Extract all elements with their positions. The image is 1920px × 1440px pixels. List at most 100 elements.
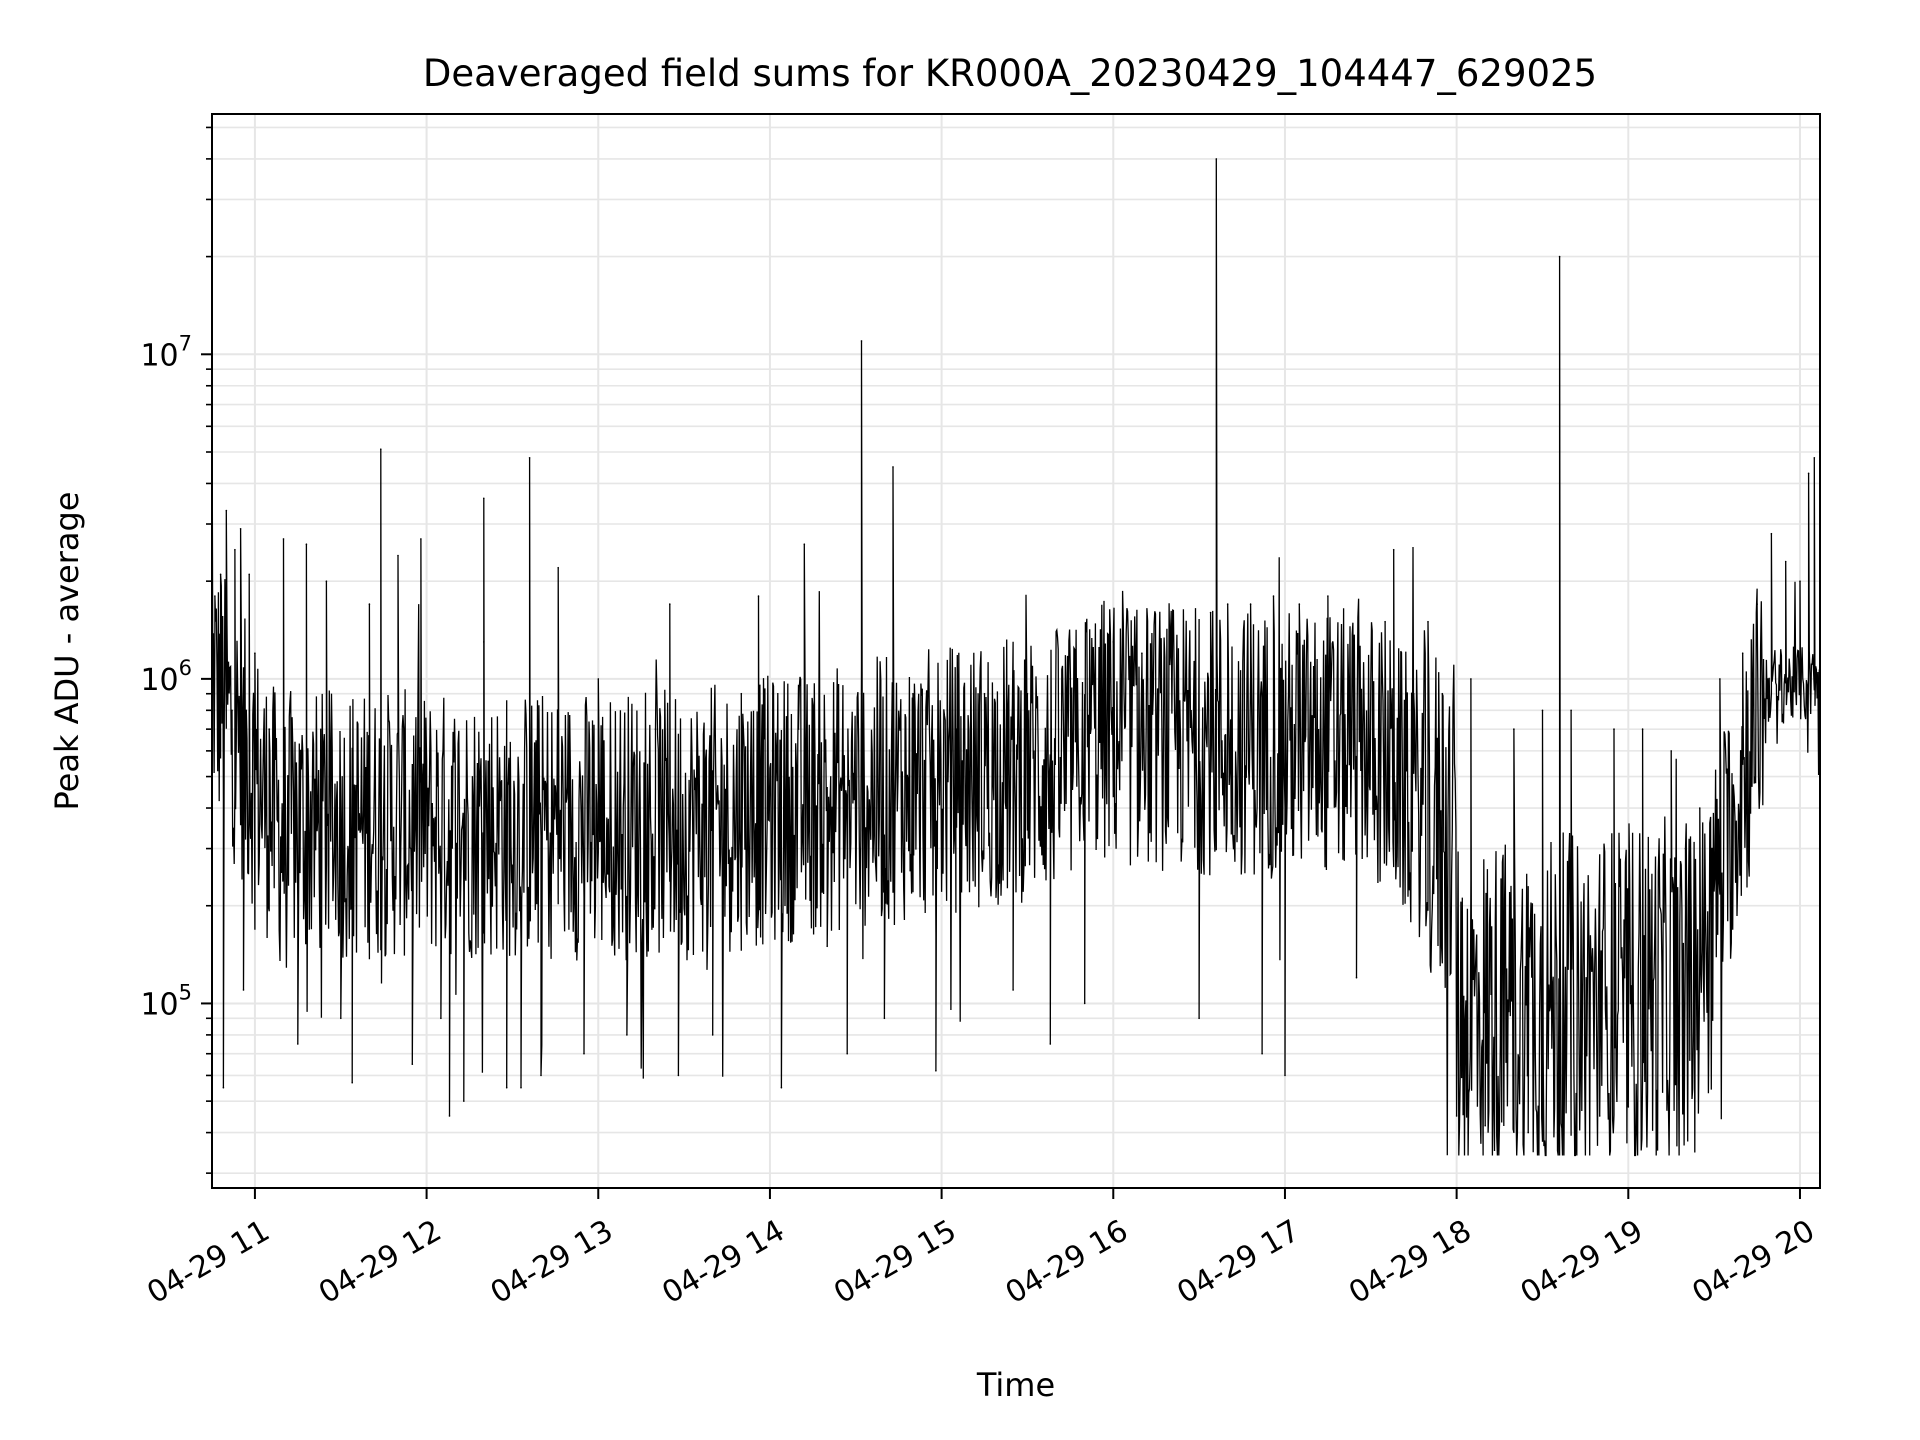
data-point (1541, 709, 1544, 712)
data-point (1770, 532, 1773, 535)
x-tick-label: 04-29 17 (1171, 1213, 1305, 1311)
data-point (540, 1074, 542, 1077)
data-point (1012, 989, 1014, 991)
data-point (411, 1063, 414, 1065)
data-point (1112, 641, 1115, 643)
data-point (351, 1081, 354, 1084)
data-point (1570, 709, 1572, 712)
data-point (448, 1115, 451, 1117)
data-point (1807, 472, 1810, 475)
data-point (239, 528, 242, 530)
x-tick-label: 04-29 11 (141, 1213, 275, 1311)
data-point (1684, 847, 1687, 850)
data-point (234, 548, 236, 551)
data-point (222, 1086, 225, 1089)
data-point (1427, 620, 1429, 623)
data-point (669, 603, 671, 605)
data-point (268, 728, 271, 730)
data-point (826, 945, 828, 948)
data-point (1527, 1131, 1529, 1134)
x-tick-label: 04-29 18 (1343, 1213, 1477, 1311)
data-point (711, 1034, 714, 1036)
data-point (557, 566, 559, 569)
y-tick-label: 106 (140, 656, 192, 698)
data-point (677, 1074, 680, 1077)
x-tick-label: 04-29 16 (1000, 1213, 1134, 1311)
y-axis-label: Peak ADU - average (48, 492, 86, 811)
data-point (1226, 603, 1229, 605)
y-tick-label: 105 (140, 980, 192, 1022)
x-tick-label: 04-29 14 (656, 1213, 790, 1311)
data-point (1641, 728, 1644, 730)
data-point (1613, 728, 1615, 730)
data-point (282, 538, 285, 540)
data-point (505, 1086, 508, 1089)
data-point (1656, 1100, 1658, 1102)
data-point (935, 1070, 937, 1072)
data-point (1741, 652, 1744, 654)
data-point (1215, 158, 1218, 160)
data-point (846, 1052, 848, 1055)
data-point (1470, 678, 1472, 680)
data-point (1261, 1052, 1263, 1055)
data-point (325, 580, 328, 582)
data-point (654, 728, 657, 730)
y-tick-label: 107 (140, 331, 192, 373)
data-point (1412, 692, 1415, 695)
x-axis: 04-29 11 04-29 12 04-29 13 04-29 14 04-29 15… (141, 1188, 1821, 1311)
data-point (1784, 560, 1787, 563)
data-point (1813, 457, 1816, 459)
series-layer (212, 158, 1820, 1157)
x-tick-label: 04-29 19 (1515, 1213, 1649, 1311)
data-point (1169, 630, 1172, 633)
data-point (248, 573, 250, 576)
data-point (305, 543, 308, 545)
data-point (803, 543, 806, 545)
data-point (1083, 1002, 1086, 1005)
data-point (1670, 750, 1672, 752)
chart-title: Deaveraged field sums for KR000A_2023042… (423, 52, 1597, 95)
x-tick-label: 04-29 15 (828, 1213, 962, 1311)
data-point (1799, 580, 1801, 582)
data-point (254, 652, 256, 654)
data-point (1298, 603, 1301, 605)
data-point (340, 1017, 342, 1020)
plot-frame (211, 113, 1821, 1189)
data-point (1392, 548, 1395, 551)
data-point (1627, 1106, 1630, 1108)
data-point (214, 595, 216, 597)
data-point (1756, 603, 1758, 605)
data-point (463, 1100, 465, 1102)
data-point (368, 603, 371, 605)
data-point (225, 509, 228, 512)
data-point (797, 728, 800, 730)
data-point (912, 692, 914, 695)
data-point (242, 989, 245, 991)
x-tick-label: 04-29 20 (1686, 1213, 1820, 1311)
data-point (883, 1017, 886, 1020)
data-point (860, 340, 863, 342)
data-point (520, 1086, 522, 1089)
data-point (1049, 1043, 1052, 1045)
data-point (483, 497, 485, 500)
data-point (757, 595, 760, 597)
data-point (780, 1086, 783, 1089)
data-point (1441, 692, 1444, 695)
data-point (420, 538, 422, 540)
data-point (1284, 1074, 1286, 1077)
data-point (297, 1043, 299, 1045)
data-point (1272, 595, 1275, 597)
x-axis-label: Time (976, 1366, 1055, 1404)
series-line (212, 158, 1820, 1157)
data-point (1069, 678, 1072, 680)
data-point (1384, 620, 1386, 623)
data-point (597, 678, 600, 680)
data-point (219, 573, 222, 576)
data-point (1198, 1017, 1200, 1020)
data-point (892, 466, 894, 468)
x-tick-label: 04-29 12 (313, 1213, 447, 1311)
data-point (626, 1034, 628, 1036)
data-point (231, 709, 233, 712)
data-point (440, 1017, 442, 1020)
